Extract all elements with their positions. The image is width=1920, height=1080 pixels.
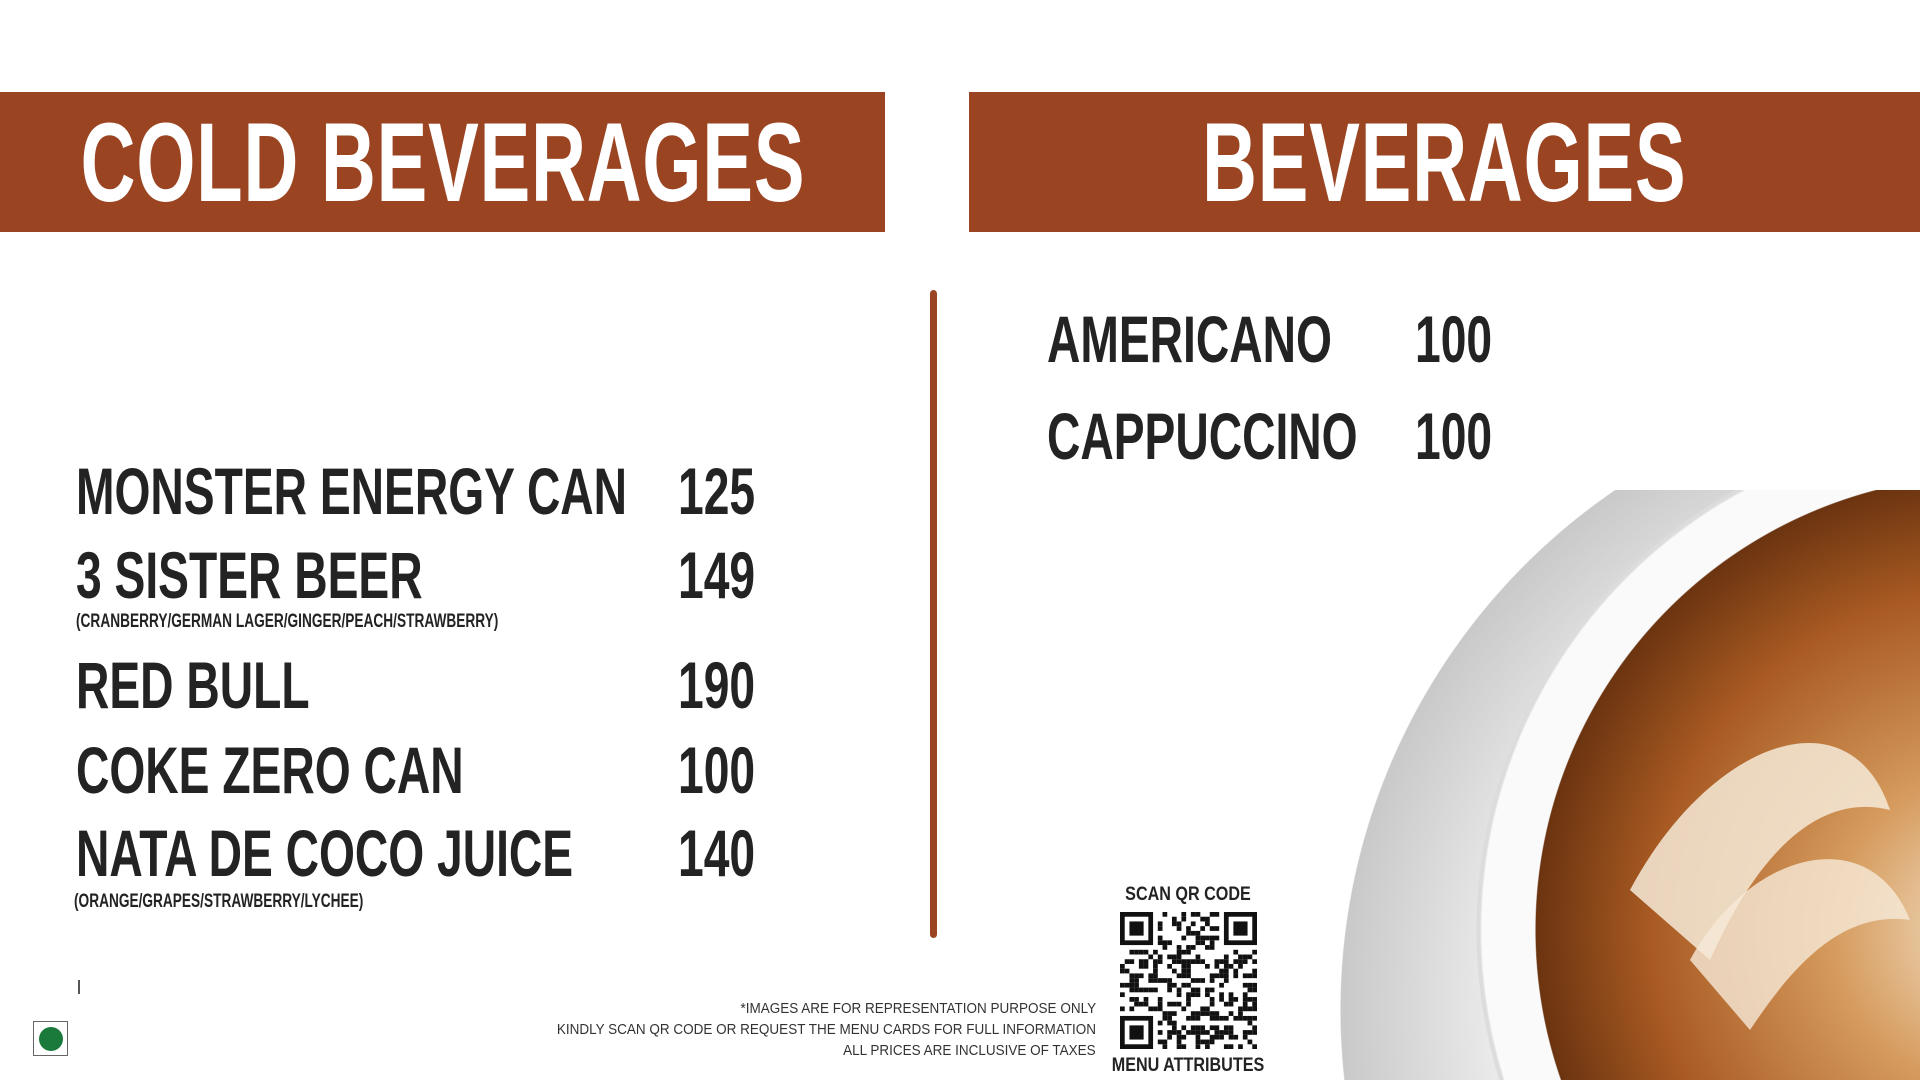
- menu-item-name: COKE ZERO CAN: [76, 733, 464, 807]
- menu-item-name: MONSTER ENERGY CAN: [76, 454, 628, 528]
- beverages-header: BEVERAGES: [969, 92, 1920, 232]
- disclaimer-text: ALL PRICES ARE INCLUSIVE OF TAXES: [843, 1042, 1096, 1059]
- disclaimer-text: *IMAGES ARE FOR REPRESENTATION PURPOSE O…: [740, 1000, 1096, 1017]
- menu-item-price: 100: [678, 733, 756, 807]
- menu-item-name: 3 SISTER BEER: [76, 538, 423, 612]
- menu-item-name: CAPPUCCINO: [1047, 399, 1358, 473]
- disclaimer-text: KINDLY SCAN QR CODE OR REQUEST THE MENU …: [556, 1021, 1096, 1038]
- menu-item-name: AMERICANO: [1047, 302, 1332, 376]
- menu-item-price: 149: [678, 538, 756, 612]
- cappuccino-cup-image: [1330, 490, 1920, 1080]
- scan-qr-label: SCAN QR CODE: [1125, 884, 1251, 905]
- menu-item-price: 100: [1415, 399, 1493, 473]
- menu-item-name: NATA DE COCO JUICE: [76, 816, 574, 890]
- menu-item-price: 140: [678, 816, 756, 890]
- veg-symbol-icon: [33, 1021, 68, 1056]
- menu-item-note: (ORANGE/GRAPES/STRAWBERRY/LYCHEE): [74, 891, 364, 912]
- cursor-mark: [78, 980, 80, 994]
- section-title: COLD BEVERAGES: [80, 99, 805, 225]
- menu-item-price: 125: [678, 454, 756, 528]
- latte-art-image: [1630, 742, 1910, 1030]
- qr-code[interactable]: [1120, 912, 1257, 1049]
- cold-beverages-header: COLD BEVERAGES: [0, 92, 885, 232]
- menu-attributes-label: MENU ATTRIBUTES: [1111, 1055, 1265, 1076]
- menu-item-name: RED BULL: [76, 648, 310, 722]
- menu-item-price: 100: [1415, 302, 1493, 376]
- section-title: BEVERAGES: [1202, 99, 1687, 225]
- section-divider: [930, 290, 937, 938]
- menu-item-price: 190: [678, 648, 756, 722]
- menu-item-note: (CRANBERRY/GERMAN LAGER/GINGER/PEACH/STR…: [76, 611, 499, 632]
